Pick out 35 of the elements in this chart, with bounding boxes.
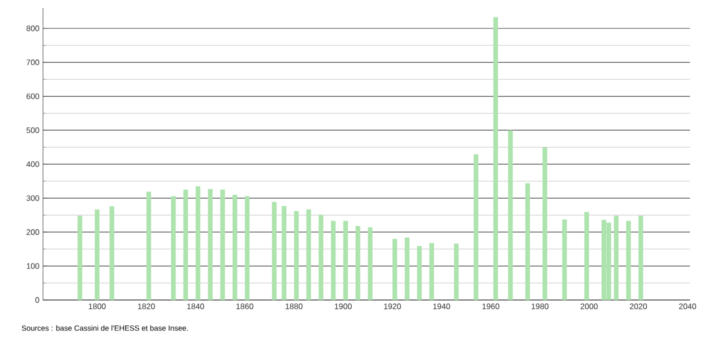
bar (146, 192, 152, 300)
bar (330, 220, 336, 300)
bar (474, 154, 478, 300)
bar (110, 206, 114, 300)
bar (78, 216, 82, 300)
bar (232, 194, 238, 300)
bar (626, 220, 631, 300)
bar (94, 209, 100, 300)
bar (272, 202, 277, 300)
bar (614, 216, 619, 300)
bar (508, 130, 513, 300)
bar (493, 17, 498, 300)
bar (244, 196, 250, 300)
bar (294, 211, 299, 300)
bar (429, 242, 434, 300)
bar (343, 220, 348, 300)
bar (417, 246, 422, 300)
bar (525, 183, 530, 300)
bar (542, 148, 548, 300)
bar (171, 196, 176, 300)
bar (392, 238, 398, 300)
bar (196, 186, 200, 300)
bar (208, 188, 213, 300)
bar (584, 212, 590, 300)
bar (404, 238, 410, 300)
bar (454, 244, 459, 300)
bar (356, 226, 360, 300)
bar (638, 216, 644, 300)
bar (220, 190, 225, 300)
bar (318, 214, 324, 300)
bar (306, 209, 312, 300)
bar (368, 227, 373, 300)
bar (282, 206, 286, 300)
bar (183, 190, 188, 300)
bar (562, 220, 567, 300)
